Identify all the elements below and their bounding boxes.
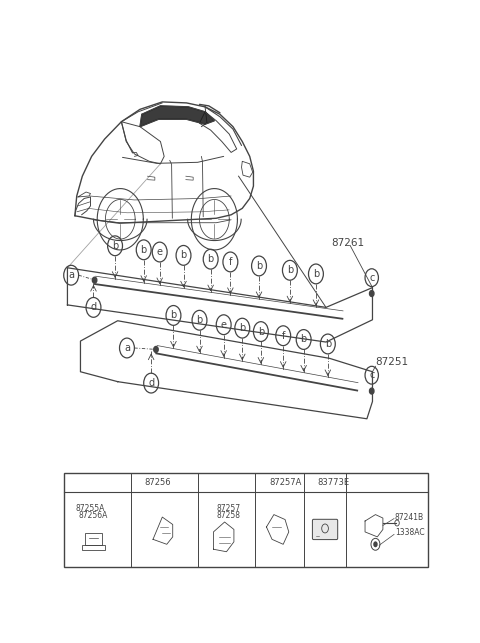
Text: b: b	[300, 334, 307, 345]
Text: 83773E: 83773E	[318, 478, 350, 487]
Text: f: f	[351, 478, 355, 487]
Text: 87257A: 87257A	[269, 478, 302, 487]
Text: e: e	[308, 478, 313, 487]
Text: e: e	[156, 247, 163, 257]
Bar	[64, 473, 428, 567]
Text: b: b	[170, 311, 177, 320]
FancyBboxPatch shape	[312, 520, 338, 539]
Text: b: b	[256, 261, 262, 271]
Bar	[83, 545, 105, 550]
Text: 87256A: 87256A	[79, 511, 108, 520]
Text: 87257: 87257	[216, 503, 240, 512]
Text: 87255A: 87255A	[75, 503, 105, 512]
Text: a: a	[124, 343, 130, 353]
Circle shape	[370, 388, 374, 394]
Polygon shape	[140, 106, 215, 127]
Text: b: b	[287, 266, 293, 275]
Text: e: e	[221, 320, 227, 330]
Text: f: f	[281, 331, 285, 341]
Text: b: b	[180, 250, 187, 260]
Text: b: b	[141, 245, 147, 255]
Text: 87256: 87256	[145, 478, 171, 487]
Text: b: b	[207, 254, 214, 264]
Text: f: f	[228, 257, 232, 267]
Circle shape	[373, 541, 378, 547]
Text: b: b	[112, 240, 118, 251]
Text: 87241B: 87241B	[395, 512, 424, 521]
Text: d: d	[90, 302, 96, 312]
Text: a: a	[68, 478, 73, 487]
Circle shape	[370, 291, 374, 296]
Text: 87261: 87261	[332, 239, 365, 248]
Text: a: a	[68, 270, 74, 280]
Text: d: d	[259, 478, 265, 487]
Text: b: b	[324, 339, 331, 349]
Text: b: b	[196, 315, 203, 325]
Text: c: c	[369, 273, 374, 283]
Text: b: b	[239, 323, 245, 333]
Circle shape	[92, 277, 97, 283]
Text: 87251: 87251	[375, 358, 408, 367]
Text: b: b	[134, 478, 140, 487]
Text: b: b	[258, 327, 264, 336]
Text: 1338AC: 1338AC	[395, 529, 424, 538]
Text: c: c	[202, 478, 207, 487]
Text: 87258: 87258	[216, 511, 240, 520]
Text: c: c	[369, 370, 374, 380]
Circle shape	[154, 347, 158, 352]
Text: d: d	[148, 378, 154, 388]
Text: b: b	[313, 269, 319, 279]
